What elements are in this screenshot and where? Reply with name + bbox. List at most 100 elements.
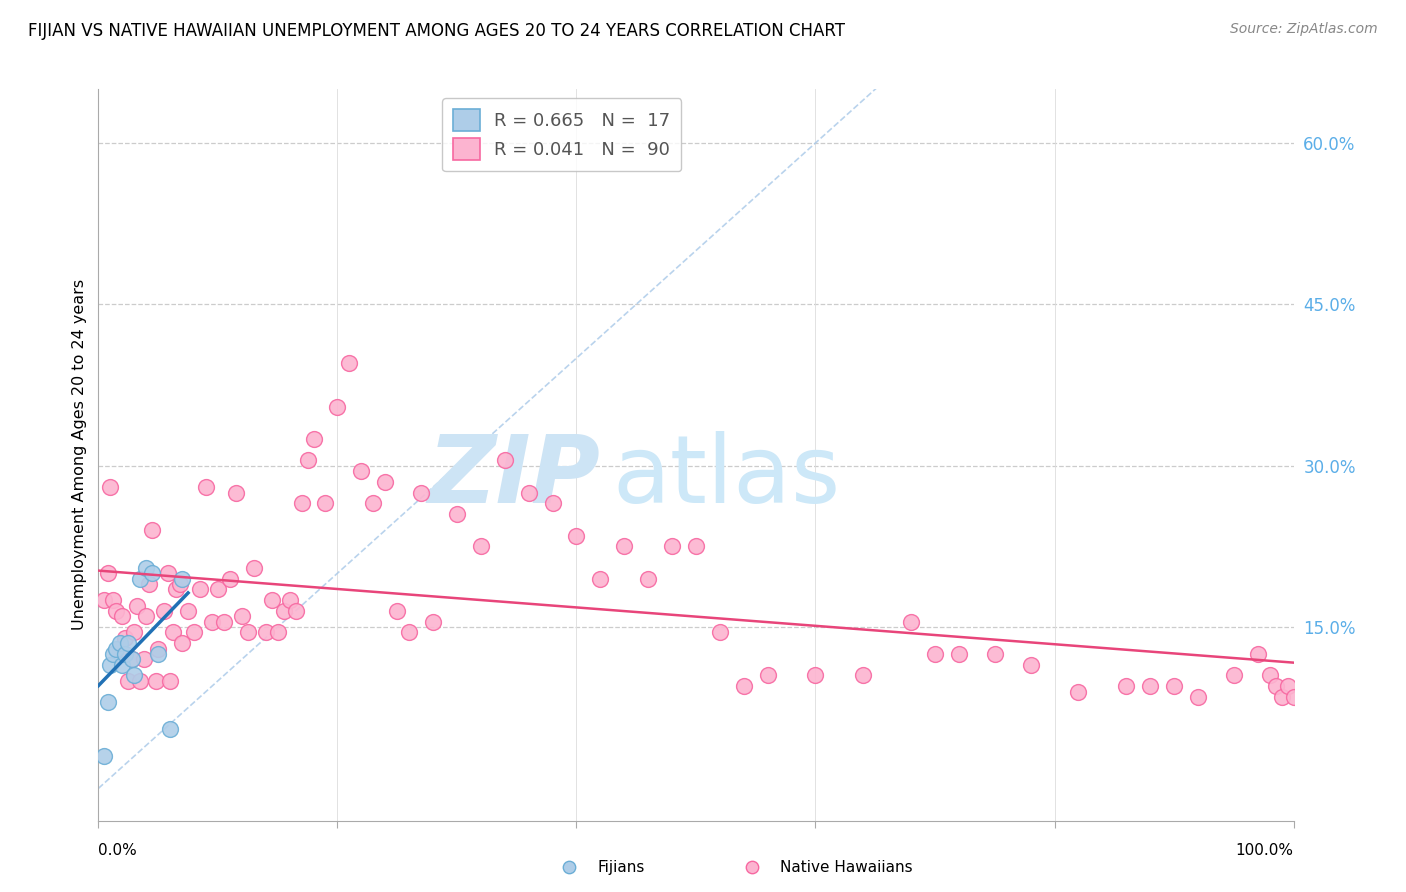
Point — [565, 528, 588, 542]
Point — [350, 464, 373, 478]
Point — [1271, 690, 1294, 704]
Point — [984, 647, 1007, 661]
Point — [637, 572, 659, 586]
Point — [231, 609, 253, 624]
Point — [852, 668, 875, 682]
Point — [267, 625, 290, 640]
Point — [169, 577, 191, 591]
Point — [1115, 679, 1137, 693]
Point — [114, 647, 136, 661]
Point — [105, 641, 128, 656]
Point — [98, 657, 122, 672]
Point — [661, 539, 683, 553]
Point — [756, 668, 779, 682]
Point — [494, 453, 516, 467]
Text: 0.0%: 0.0% — [98, 843, 138, 858]
Point — [411, 485, 433, 500]
Point — [194, 480, 218, 494]
Point — [613, 539, 636, 553]
Point — [97, 566, 120, 581]
Text: Native Hawaiians: Native Hawaiians — [780, 860, 912, 874]
Point — [1277, 679, 1299, 693]
Point — [141, 523, 163, 537]
Point — [138, 577, 160, 591]
Point — [422, 615, 444, 629]
Point — [924, 647, 946, 661]
Point — [135, 609, 157, 624]
Point — [145, 673, 167, 688]
Point — [1246, 647, 1268, 661]
Point — [114, 631, 136, 645]
Point — [741, 860, 763, 874]
Point — [93, 593, 115, 607]
Point — [207, 582, 229, 597]
Point — [111, 609, 134, 624]
Point — [148, 647, 170, 661]
Point — [105, 604, 128, 618]
Point — [159, 723, 181, 737]
Point — [93, 749, 115, 764]
Point — [948, 647, 970, 661]
Point — [1139, 679, 1161, 693]
Point — [121, 652, 143, 666]
Point — [108, 641, 131, 656]
Point — [302, 432, 325, 446]
Point — [1282, 690, 1305, 704]
Point — [165, 582, 187, 597]
Point — [132, 652, 155, 666]
Point — [1019, 657, 1042, 672]
Point — [148, 641, 170, 656]
Point — [1187, 690, 1209, 704]
Point — [108, 636, 131, 650]
Point — [339, 356, 360, 371]
Point — [470, 539, 492, 553]
Point — [212, 615, 235, 629]
Point — [398, 625, 420, 640]
Point — [278, 593, 301, 607]
Point — [236, 625, 259, 640]
Point — [709, 625, 731, 640]
Point — [315, 496, 337, 510]
Point — [183, 625, 205, 640]
Point — [156, 566, 179, 581]
Point — [129, 673, 152, 688]
Point — [243, 561, 266, 575]
Text: ZIP: ZIP — [427, 431, 600, 523]
Point — [129, 572, 152, 586]
Point — [900, 615, 922, 629]
Text: 100.0%: 100.0% — [1236, 843, 1294, 858]
Point — [558, 860, 581, 874]
Point — [1258, 668, 1281, 682]
Point — [1264, 679, 1286, 693]
Point — [159, 673, 181, 688]
Point — [254, 625, 277, 640]
Y-axis label: Unemployment Among Ages 20 to 24 years: Unemployment Among Ages 20 to 24 years — [72, 279, 87, 631]
Point — [733, 679, 755, 693]
Point — [153, 604, 176, 618]
Point — [124, 668, 146, 682]
Point — [172, 572, 194, 586]
Point — [1067, 684, 1090, 698]
Text: Fijians: Fijians — [598, 860, 645, 874]
Point — [101, 647, 124, 661]
Point — [363, 496, 385, 510]
Point — [219, 572, 242, 586]
Point — [162, 625, 184, 640]
Point — [101, 593, 124, 607]
Point — [188, 582, 211, 597]
Point — [121, 652, 143, 666]
Point — [284, 604, 307, 618]
Point — [172, 636, 194, 650]
Point — [135, 561, 157, 575]
Point — [111, 657, 134, 672]
Point — [589, 572, 612, 586]
Point — [1163, 679, 1185, 693]
Point — [201, 615, 224, 629]
Point — [804, 668, 827, 682]
Point — [517, 485, 540, 500]
Point — [385, 604, 409, 618]
Point — [446, 507, 468, 521]
Point — [117, 636, 139, 650]
Text: Source: ZipAtlas.com: Source: ZipAtlas.com — [1230, 22, 1378, 37]
Point — [124, 625, 146, 640]
